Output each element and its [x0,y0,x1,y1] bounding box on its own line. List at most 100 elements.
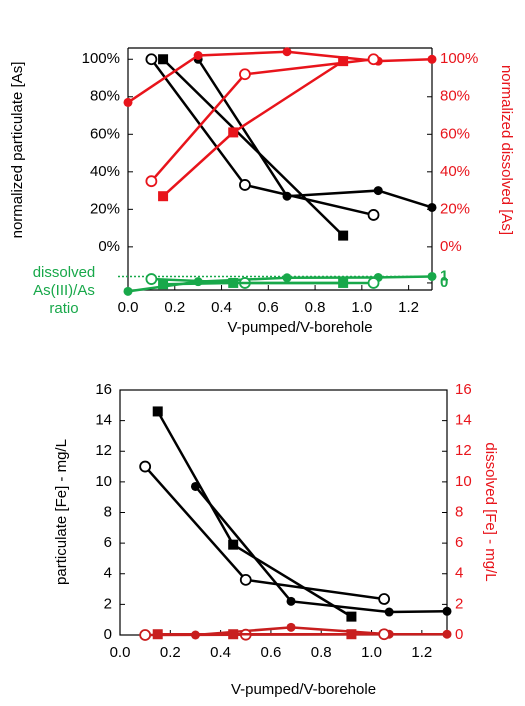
y-tick-label: 6 [104,534,112,551]
y-tick-label: 10 [95,473,112,490]
series-line [150,58,374,217]
y2-tick-label: 6 [455,534,463,551]
point [346,611,357,622]
point [152,629,163,640]
y2-tick-label: 0 [455,626,463,643]
point [378,628,391,641]
x-tick-label: 0.6 [258,299,279,316]
y2-tick-label: 2 [455,595,463,612]
x-tick-label: 0.0 [110,644,131,661]
y2-tick-label: 60% [440,125,470,142]
y-tick-label: 100% [82,50,120,67]
point [139,460,152,473]
point [145,273,158,285]
y2-tick-label: 4 [455,565,463,582]
point [145,175,158,188]
y2-tick-label: 80% [440,88,470,105]
y-tick-label: 14 [95,412,112,429]
point [139,629,152,641]
point [367,209,380,221]
point [158,54,169,65]
series-line [194,485,448,614]
point [282,47,292,57]
y2-tick-label: 1 [440,267,448,284]
y2-axis-label: normalized dissolved [As] [498,65,515,235]
point [123,97,133,107]
y-tick-label: 80% [90,88,120,105]
y2-tick-label: 100% [440,50,478,67]
x-tick-label: 0.4 [211,299,232,316]
series-line [162,58,345,237]
point [190,481,200,491]
y2-tick-label: 12 [455,442,472,459]
y2-tick-label: 8 [455,503,463,520]
point [286,596,296,606]
y-tick-label: 0 [104,626,112,643]
series-line [144,465,385,601]
point [338,277,349,288]
y-tick-label: 20% [90,200,120,217]
y-tick-label: 8 [104,503,112,520]
x-tick-label: 0.0 [118,299,139,316]
x-tick-label: 1.0 [351,299,372,316]
point [367,277,380,289]
x-tick-label: 0.2 [164,299,185,316]
y-axis-label: normalized particulate [As] [9,62,26,239]
point [228,127,239,138]
ratio-label: ratio [49,300,78,317]
y2-tick-label: 16 [455,381,472,398]
y2-tick-label: 20% [440,200,470,217]
point [228,629,239,640]
point [427,54,437,64]
ratio-label: dissolved [33,264,96,281]
point [338,56,349,67]
point [145,53,158,66]
plot-frame [119,389,448,636]
x-tick-label: 0.4 [210,644,231,661]
x-tick-label: 0.6 [260,644,281,661]
point [373,186,383,196]
point [427,202,437,212]
point [239,68,251,81]
point [338,230,349,241]
point [384,607,394,617]
y-tick-label: 2 [104,595,112,612]
y-tick-label: 40% [90,163,120,180]
y-tick-label: 16 [95,381,112,398]
x-tick-label: 1.2 [398,299,419,316]
y-axis-label: particulate [Fe] - mg/L [53,439,70,585]
point [158,191,169,202]
point [228,539,239,550]
point [282,273,292,283]
series-line [162,60,344,198]
y-tick-label: 4 [104,565,112,582]
point [228,277,239,288]
y-tick-label: 12 [95,442,112,459]
point [239,573,252,586]
series-line [150,58,374,183]
x-tick-label: 1.2 [411,644,432,661]
y-tick-label: 0% [98,238,120,255]
ratio-label: As(III)/As [33,282,95,299]
y2-tick-label: 0 [440,274,448,291]
x-axis-label: V-pumped/V-borehole [231,681,376,698]
y2-tick-label: 14 [455,412,472,429]
series-line [127,50,433,104]
x-axis-label: V-pumped/V-borehole [227,319,372,336]
point [158,279,169,290]
point [442,629,452,639]
y2-tick-label: 10 [455,473,472,490]
point [442,606,452,616]
y2-tick-label: 0% [440,238,462,255]
point [123,286,133,296]
y2-tick-label: 40% [440,163,470,180]
point [193,51,203,61]
point [239,179,251,191]
point [378,593,391,605]
point [427,271,437,281]
series-line [163,281,344,286]
point [367,53,380,66]
x-tick-label: 0.8 [305,299,326,316]
y2-axis-label: dissolved [Fe] - mg/L [482,442,499,581]
